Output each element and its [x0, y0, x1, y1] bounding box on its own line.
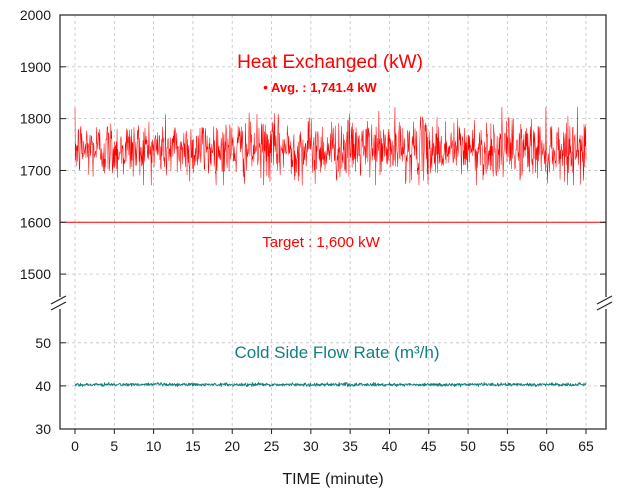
upper-y-tick-label: 1800	[20, 111, 51, 127]
flow-rate-series-line	[74, 382, 587, 388]
series-layer	[60, 106, 606, 388]
axis-break-marks	[50, 295, 614, 311]
lower-y-tick-label: 30	[35, 421, 51, 437]
axis-break-right-2	[596, 301, 613, 311]
axis-break-left-1	[50, 295, 67, 305]
upper-y-tick-label: 1900	[20, 59, 51, 75]
upper-y-tick-label: 1700	[20, 162, 51, 178]
x-tick-label: 55	[500, 438, 516, 454]
x-tick-label: 60	[539, 438, 555, 454]
tick-layer: 0 5 10 15 20 25 30 35 40 45 50 55 60 65 1500 1600 1700 18…	[20, 7, 606, 454]
x-tick-label: 10	[146, 438, 162, 454]
x-tick-label: 45	[421, 438, 437, 454]
heat-average-label: • Avg. : 1,741.4 kW	[263, 80, 377, 95]
x-tick-label: 15	[185, 438, 201, 454]
flow-series-label: Cold Side Flow Rate (m³/h)	[234, 343, 439, 362]
lower-y-tick-label: 50	[35, 335, 51, 351]
upper-y-tick-label: 1500	[20, 266, 51, 282]
x-tick-label: 35	[342, 438, 358, 454]
x-tick-label: 40	[382, 438, 398, 454]
lower-y-tick-label: 40	[35, 378, 51, 394]
x-tick-label: 25	[264, 438, 280, 454]
axis-break-left-2	[50, 301, 67, 311]
heat-exchanged-series-line	[74, 106, 587, 186]
heat-series-label: Heat Exchanged (kW)	[237, 52, 423, 73]
x-tick-label: 50	[460, 438, 476, 454]
target-line-label: Target : 1,600 kW	[262, 234, 380, 251]
x-tick-label: 30	[303, 438, 319, 454]
x-tick-label: 65	[578, 438, 594, 454]
x-tick-label: 0	[71, 438, 79, 454]
upper-y-tick-label: 2000	[20, 7, 51, 23]
axis-break-gap-left	[52, 297, 68, 309]
x-tick-label: 5	[110, 438, 118, 454]
x-axis-title: TIME (minute)	[282, 471, 383, 488]
axis-break-gap-right	[598, 297, 614, 309]
x-tick-label: 20	[224, 438, 240, 454]
axis-break-right-1	[596, 295, 613, 305]
upper-y-tick-label: 1600	[20, 214, 51, 230]
